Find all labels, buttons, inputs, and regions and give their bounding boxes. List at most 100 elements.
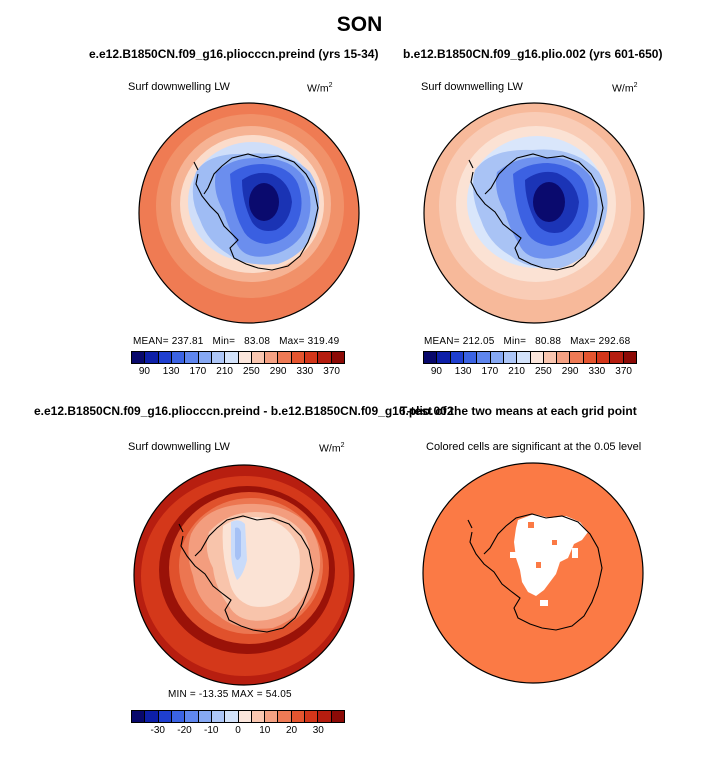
colorbar-swatch — [198, 711, 212, 722]
colorbar-swatch — [597, 352, 611, 363]
colorbar-swatch — [424, 352, 438, 363]
colorbar-tick-label: 130 — [162, 366, 180, 377]
colorbar-swatch — [291, 352, 306, 363]
panel-1-field — [139, 103, 359, 323]
colorbar-swatch — [490, 352, 504, 363]
colorbar-swatch — [318, 352, 332, 363]
colorbar-swatch — [158, 352, 172, 363]
panel-3-colorbar — [131, 710, 345, 723]
panel-4-title: T-test of the two means at each grid poi… — [400, 404, 637, 418]
colorbar-swatch — [158, 711, 172, 722]
colorbar-swatch — [225, 711, 239, 722]
colorbar-tick-label: 210 — [508, 366, 525, 377]
colorbar-swatch — [503, 352, 518, 363]
panel-4-subtitle: Colored cells are significant at the 0.0… — [426, 441, 642, 453]
colorbar-tick-label: 290 — [269, 366, 287, 377]
colorbar-swatch — [132, 711, 146, 722]
panel-3-polar-map — [133, 464, 355, 686]
panel-3-stats: MIN = -13.35 MAX = 54.05 — [168, 689, 292, 700]
panel-4-field — [423, 463, 643, 683]
colorbar-swatch — [291, 711, 306, 722]
panel-4-coastline — [467, 513, 603, 631]
colorbar-tick-label: 10 — [259, 725, 271, 736]
colorbar-swatch — [463, 352, 478, 363]
panel-1-variable: Surf downwelling LW — [128, 81, 230, 93]
colorbar-tick-label: -30 — [150, 725, 165, 736]
panel-2-coastline — [468, 153, 604, 271]
colorbar-tick-label: 250 — [535, 366, 552, 377]
colorbar-tick-label: 330 — [296, 366, 314, 377]
colorbar-swatch — [265, 352, 279, 363]
panel-1-title: e.e12.B1850CN.f09_g16.pliocccn.preind (y… — [89, 47, 379, 61]
colorbar-tick-label: -20 — [177, 725, 192, 736]
colorbar-swatch — [251, 711, 266, 722]
panel-1-coastline — [193, 153, 319, 271]
colorbar-swatch — [225, 352, 239, 363]
colorbar-swatch — [211, 352, 226, 363]
colorbar-tick-label: 290 — [561, 366, 579, 377]
colorbar-swatch — [318, 711, 332, 722]
colorbar-swatch — [610, 352, 624, 363]
colorbar-swatch — [185, 352, 199, 363]
colorbar-tick-label: 0 — [235, 725, 241, 736]
colorbar-swatch — [238, 711, 252, 722]
colorbar-tick-label: 170 — [481, 366, 499, 377]
colorbar-swatch — [331, 352, 344, 363]
colorbar-tick-label: 170 — [189, 366, 207, 377]
colorbar-swatch — [305, 711, 319, 722]
colorbar-swatch — [278, 352, 292, 363]
colorbar-swatch — [185, 711, 199, 722]
panel-1-stats: MEAN= 237.81 Min= 83.08 Max= 319.49 — [133, 336, 340, 347]
colorbar-swatch — [265, 711, 279, 722]
colorbar-swatch — [305, 352, 319, 363]
colorbar-swatch — [251, 352, 266, 363]
colorbar-tick-label: 90 — [138, 366, 150, 377]
colorbar-tick-label: 210 — [216, 366, 233, 377]
panel-2-variable: Surf downwelling LW — [421, 81, 523, 93]
colorbar-swatch — [171, 711, 186, 722]
colorbar-swatch — [132, 352, 146, 363]
colorbar-tick-label: 330 — [588, 366, 606, 377]
colorbar-swatch — [437, 352, 451, 363]
panel-1-units: W/m2 — [307, 82, 333, 95]
panel-3-coastline — [178, 515, 314, 633]
colorbar-swatch — [557, 352, 571, 363]
panel-2-title: b.e12.B1850CN.f09_g16.plio.002 (yrs 601-… — [403, 47, 663, 61]
colorbar-swatch — [331, 711, 344, 722]
colorbar-tick-label: 130 — [454, 366, 472, 377]
panel-2-units: W/m2 — [612, 82, 638, 95]
colorbar-tick-label: 370 — [615, 366, 632, 377]
colorbar-swatch — [543, 352, 558, 363]
colorbar-swatch — [517, 352, 531, 363]
colorbar-swatch — [238, 352, 252, 363]
panel-3-title: e.e12.B1850CN.f09_g16.pliocccn.preind - … — [34, 404, 454, 418]
colorbar-swatch — [477, 352, 491, 363]
panel-1-colorbar — [131, 351, 345, 364]
panel-3-units: W/m2 — [319, 442, 345, 455]
colorbar-tick-label: 90 — [430, 366, 442, 377]
panel-1-polar-map — [138, 102, 360, 324]
panel-3-variable: Surf downwelling LW — [128, 441, 230, 453]
figure-title: SON — [336, 13, 383, 36]
colorbar-tick-label: 370 — [323, 366, 340, 377]
panel-3-field — [134, 465, 354, 685]
panel-2-field — [424, 103, 644, 323]
colorbar-swatch — [278, 711, 292, 722]
colorbar-swatch — [583, 352, 598, 363]
colorbar-swatch — [570, 352, 584, 363]
panel-2-stats: MEAN= 212.05 Min= 80.88 Max= 292.68 — [424, 336, 631, 347]
colorbar-swatch — [450, 352, 464, 363]
panel-4-polar-map — [422, 462, 644, 684]
colorbar-tick-label: 20 — [285, 725, 298, 736]
panel-2-polar-map — [423, 102, 645, 324]
colorbar-tick-label: 30 — [312, 725, 324, 736]
colorbar-swatch — [530, 352, 544, 363]
colorbar-swatch — [145, 352, 159, 363]
colorbar-swatch — [198, 352, 212, 363]
colorbar-swatch — [211, 711, 226, 722]
colorbar-tick-label: 250 — [243, 366, 260, 377]
colorbar-swatch — [145, 711, 159, 722]
panel-2-colorbar — [423, 351, 637, 364]
colorbar-swatch — [623, 352, 636, 363]
colorbar-tick-label: -10 — [204, 725, 219, 736]
